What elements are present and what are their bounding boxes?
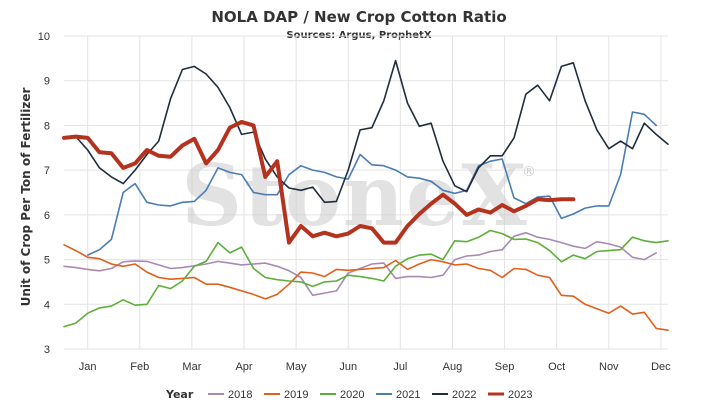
legend-label: 2020 [340, 389, 364, 401]
legend-title: Year [165, 388, 194, 401]
x-tick-label: Jan [79, 361, 97, 373]
legend-item-2020[interactable]: 2020 [320, 389, 364, 401]
legend-item-2021[interactable]: 2021 [376, 389, 420, 401]
y-tick-label: 8 [44, 120, 50, 132]
x-tick-label: Dec [651, 361, 671, 373]
x-tick-label: Nov [599, 361, 619, 373]
y-axis-ticks: 3 4 5 6 7 8 9 10 [38, 31, 50, 356]
legend-item-2023[interactable]: 2023 [488, 389, 532, 401]
series-line-2023 [62, 119, 576, 245]
legend-item-2019[interactable]: 2019 [264, 389, 308, 401]
series-line-2020 [63, 229, 669, 328]
legend-label: 2023 [508, 389, 532, 401]
x-axis-ticks: Jan Feb Mar Apr May Jun Jul Aug Sep Oct Nov Dec [79, 361, 671, 373]
x-tick-label: Mar [182, 361, 201, 373]
x-tick-label: Jun [339, 361, 357, 373]
x-tick-label: Aug [443, 361, 463, 373]
watermark: StoneX ® [181, 146, 536, 245]
chart-title: NOLA DAP / New Crop Cotton Ratio [211, 8, 506, 26]
y-tick-label: 3 [44, 344, 50, 356]
x-tick-label: May [286, 361, 307, 373]
x-tick-label: Jul [393, 361, 407, 373]
legend-label: 2019 [284, 389, 308, 401]
y-tick-label: 10 [38, 31, 50, 43]
series-line-2022 [63, 59, 669, 204]
watermark-registered-mark: ® [522, 164, 536, 180]
series-line-2018 [63, 231, 657, 297]
y-tick-label: 4 [44, 299, 50, 311]
series-lines [62, 59, 669, 331]
x-tick-label: Sep [495, 361, 515, 373]
series-line-2019 [63, 244, 669, 331]
y-tick-label: 5 [44, 255, 50, 267]
y-tick-label: 7 [44, 165, 50, 177]
y-axis-label: Unit of Crop Per Ton of Fertilizer [19, 88, 33, 307]
y-tick-label: 6 [44, 210, 50, 222]
legend-label: 2018 [228, 389, 252, 401]
x-tick-label: Oct [548, 361, 565, 373]
x-tick-label: Feb [130, 361, 149, 373]
legend[interactable]: Year 2018 2019 2020 2021 2022 2023 [165, 388, 532, 401]
y-tick-label: 9 [44, 76, 50, 88]
x-tick-label: Apr [235, 361, 252, 373]
grid [64, 35, 668, 350]
series-line-2021 [86, 111, 657, 256]
legend-item-2022[interactable]: 2022 [432, 389, 476, 401]
legend-label: 2022 [452, 389, 476, 401]
legend-item-2018[interactable]: 2018 [208, 389, 252, 401]
legend-label: 2021 [396, 389, 420, 401]
